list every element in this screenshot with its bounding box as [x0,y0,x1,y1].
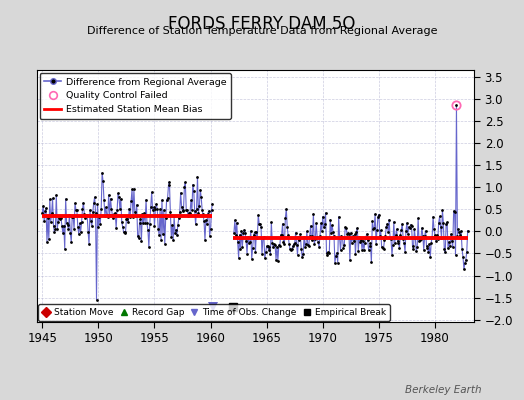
Y-axis label: Monthly Temperature Anomaly Difference (°C): Monthly Temperature Anomaly Difference (… [522,75,524,317]
Legend: Station Move, Record Gap, Time of Obs. Change, Empirical Break: Station Move, Record Gap, Time of Obs. C… [38,304,389,321]
Text: Berkeley Earth: Berkeley Earth [406,385,482,395]
Text: FORDS FERRY DAM 5O: FORDS FERRY DAM 5O [168,15,356,33]
Text: Difference of Station Temperature Data from Regional Average: Difference of Station Temperature Data f… [87,26,437,36]
